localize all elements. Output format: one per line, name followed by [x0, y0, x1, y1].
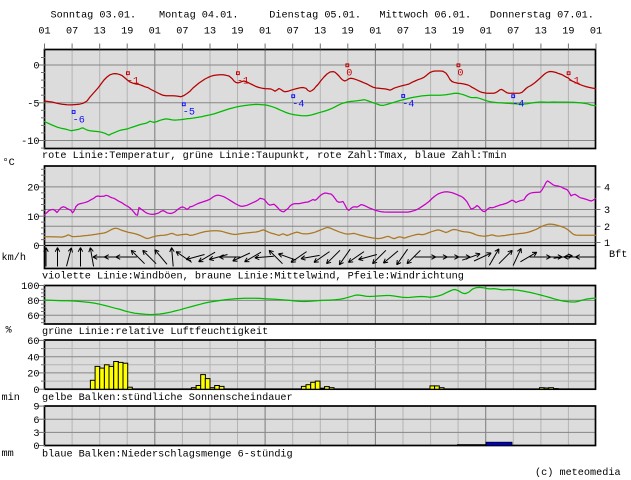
svg-text:2: 2 — [604, 223, 610, 234]
svg-text:07: 07 — [397, 27, 409, 38]
svg-text:40: 40 — [27, 353, 39, 364]
svg-text:-4: -4 — [402, 99, 414, 110]
svg-text:13: 13 — [314, 27, 326, 38]
svg-text:grüne Linie:relative Luftfeuch: grüne Linie:relative Luftfeuchtigkeit — [42, 326, 268, 338]
svg-text:19: 19 — [562, 27, 574, 38]
svg-text:01: 01 — [259, 27, 271, 38]
svg-text:13: 13 — [424, 27, 436, 38]
svg-text:07: 07 — [66, 27, 78, 38]
svg-text:01: 01 — [480, 27, 492, 38]
svg-text:19: 19 — [342, 27, 354, 38]
svg-text:9: 9 — [33, 403, 39, 414]
svg-text:gelbe Balken:stündliche Sonnen: gelbe Balken:stündliche Sonnenscheindaue… — [42, 392, 293, 404]
svg-text:80: 80 — [27, 297, 39, 308]
svg-text:19: 19 — [231, 27, 243, 38]
svg-text:0: 0 — [33, 62, 39, 73]
svg-text:-4: -4 — [292, 100, 304, 111]
svg-text:Donnerstag 07.01.: Donnerstag 07.01. — [490, 11, 594, 22]
svg-text:(c) meteomedia: (c) meteomedia — [535, 467, 621, 479]
svg-text:01: 01 — [369, 27, 381, 38]
svg-text:3: 3 — [33, 429, 39, 440]
svg-text:-1: -1 — [237, 77, 249, 88]
svg-text:0: 0 — [33, 242, 39, 253]
svg-text:0: 0 — [33, 442, 39, 453]
svg-text:1: 1 — [604, 239, 610, 250]
svg-text:13: 13 — [204, 27, 216, 38]
svg-text:min: min — [2, 392, 20, 404]
svg-text:07: 07 — [287, 27, 299, 38]
svg-text:mm: mm — [2, 449, 14, 460]
svg-text:violette Linie:Windböen, braun: violette Linie:Windböen, braune Linie:Mi… — [42, 271, 464, 283]
svg-text:07: 07 — [507, 27, 519, 38]
svg-text:3: 3 — [604, 206, 610, 217]
svg-text:100: 100 — [21, 282, 39, 293]
svg-text:-10: -10 — [21, 137, 39, 148]
svg-text:°C: °C — [3, 157, 15, 169]
svg-text:rote Linie:Temperatur, grüne L: rote Linie:Temperatur, grüne Linie:Taupu… — [42, 150, 507, 162]
svg-text:01: 01 — [590, 27, 602, 38]
svg-text:0: 0 — [457, 69, 463, 80]
svg-text:km/h: km/h — [2, 252, 26, 264]
svg-text:6: 6 — [33, 416, 39, 427]
svg-text:-4: -4 — [512, 100, 524, 111]
svg-text:01: 01 — [149, 27, 161, 38]
svg-text:-6: -6 — [73, 115, 85, 126]
svg-text:10: 10 — [27, 213, 39, 224]
svg-text:0: 0 — [33, 386, 39, 397]
svg-text:4: 4 — [604, 184, 610, 195]
svg-text:19: 19 — [452, 27, 464, 38]
svg-text:13: 13 — [535, 27, 547, 38]
svg-text:Dienstag 05.01.: Dienstag 05.01. — [269, 10, 361, 22]
svg-text:60: 60 — [27, 337, 39, 348]
svg-text:19: 19 — [121, 27, 133, 38]
svg-text:60: 60 — [27, 312, 39, 323]
svg-text:01: 01 — [38, 27, 50, 38]
svg-text:blaue Balken:Niederschlagsmeng: blaue Balken:Niederschlagsmenge 6-stündi… — [42, 449, 293, 461]
svg-text:-5: -5 — [27, 99, 39, 110]
svg-text:20: 20 — [27, 370, 39, 381]
svg-text:%: % — [6, 325, 13, 336]
svg-text:-1: -1 — [568, 77, 580, 88]
svg-text:13: 13 — [94, 27, 106, 38]
svg-text:07: 07 — [176, 27, 188, 38]
svg-text:Montag 04.01.: Montag 04.01. — [159, 11, 238, 22]
svg-text:0: 0 — [346, 69, 352, 80]
svg-text:Sonntag 03.01.: Sonntag 03.01. — [51, 11, 137, 22]
svg-text:-1: -1 — [127, 77, 139, 88]
svg-text:20: 20 — [27, 184, 39, 195]
svg-text:Bft: Bft — [609, 249, 627, 261]
svg-text:Mittwoch 06.01.: Mittwoch 06.01. — [379, 10, 471, 22]
svg-text:-5: -5 — [183, 108, 195, 119]
